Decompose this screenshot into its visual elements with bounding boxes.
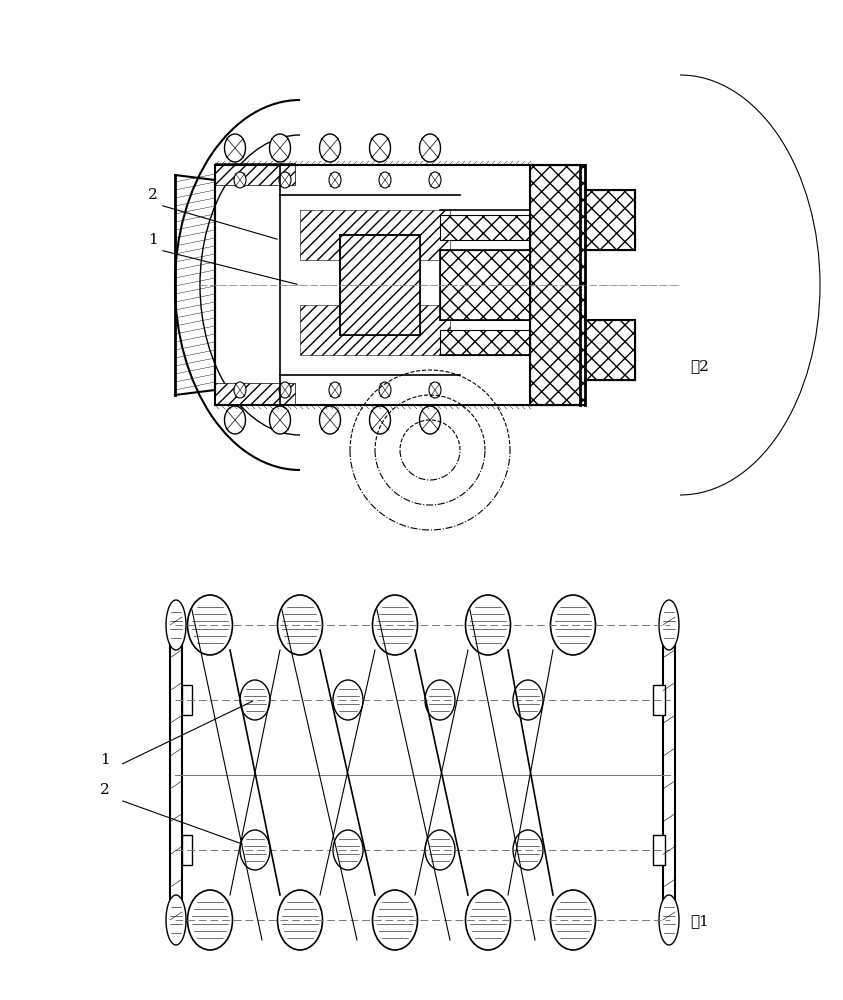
Polygon shape [585, 320, 635, 380]
Polygon shape [440, 330, 530, 355]
Ellipse shape [279, 172, 291, 188]
Polygon shape [585, 190, 635, 250]
Ellipse shape [420, 406, 441, 434]
Bar [653, 685, 665, 715]
Ellipse shape [420, 134, 441, 162]
Text: 图1: 图1 [690, 914, 709, 928]
Ellipse shape [224, 406, 245, 434]
Ellipse shape [240, 830, 270, 870]
Polygon shape [440, 250, 530, 320]
Ellipse shape [465, 595, 511, 655]
Ellipse shape [550, 890, 595, 950]
Bar [653, 835, 665, 865]
Ellipse shape [425, 680, 455, 720]
Ellipse shape [279, 382, 291, 398]
Ellipse shape [429, 172, 441, 188]
Ellipse shape [319, 134, 341, 162]
Ellipse shape [166, 895, 186, 945]
Ellipse shape [379, 382, 391, 398]
Text: 1: 1 [100, 753, 110, 767]
Polygon shape [215, 383, 295, 405]
Ellipse shape [369, 406, 390, 434]
Polygon shape [300, 305, 450, 355]
Text: 2: 2 [100, 783, 110, 797]
Polygon shape [300, 210, 450, 260]
Bar [663, 615, 675, 925]
Ellipse shape [329, 382, 341, 398]
Polygon shape [340, 235, 420, 335]
Ellipse shape [270, 406, 291, 434]
Ellipse shape [240, 680, 270, 720]
Ellipse shape [234, 172, 246, 188]
Text: 图2: 图2 [690, 359, 709, 373]
Ellipse shape [166, 600, 186, 650]
Ellipse shape [373, 595, 417, 655]
Ellipse shape [369, 134, 390, 162]
Bar [182, 685, 192, 715]
Ellipse shape [234, 382, 246, 398]
FancyBboxPatch shape [340, 235, 420, 335]
Ellipse shape [659, 600, 679, 650]
Ellipse shape [329, 172, 341, 188]
Ellipse shape [319, 406, 341, 434]
Ellipse shape [187, 595, 233, 655]
Ellipse shape [379, 172, 391, 188]
Ellipse shape [224, 134, 245, 162]
Ellipse shape [333, 830, 363, 870]
Ellipse shape [187, 890, 233, 950]
Ellipse shape [425, 830, 455, 870]
Polygon shape [530, 165, 585, 405]
Ellipse shape [513, 680, 543, 720]
Ellipse shape [270, 134, 291, 162]
Ellipse shape [659, 895, 679, 945]
Ellipse shape [333, 680, 363, 720]
Polygon shape [440, 215, 530, 240]
Ellipse shape [465, 890, 511, 950]
Ellipse shape [277, 595, 323, 655]
Ellipse shape [373, 890, 417, 950]
Text: 2: 2 [148, 188, 158, 202]
Ellipse shape [550, 595, 595, 655]
Bar [182, 835, 192, 865]
Bar [170, 615, 182, 925]
Text: 1: 1 [148, 233, 158, 247]
Ellipse shape [429, 382, 441, 398]
Ellipse shape [513, 830, 543, 870]
Polygon shape [215, 163, 295, 185]
Ellipse shape [277, 890, 323, 950]
